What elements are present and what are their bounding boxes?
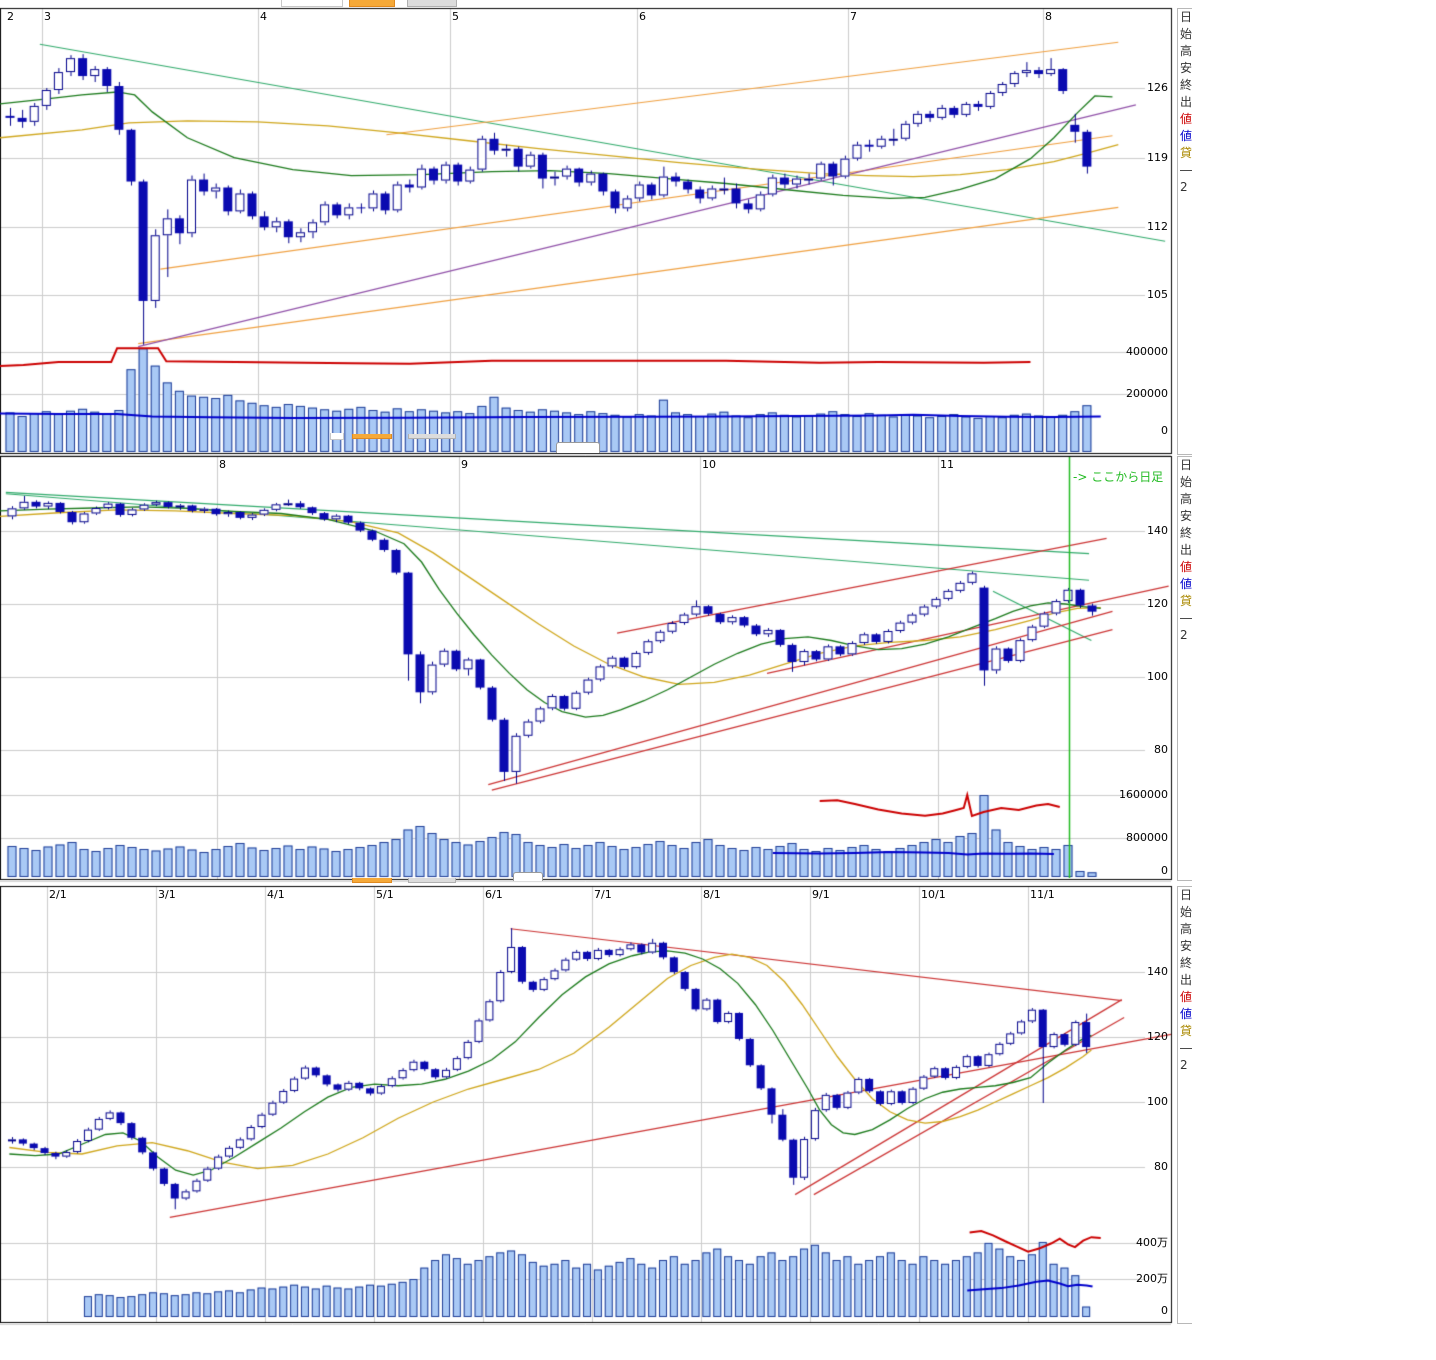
legend-fragment: 日 <box>1180 888 1192 902</box>
price-axis-label: 120 <box>1147 1030 1168 1043</box>
x-axis-label: 3 <box>44 10 51 23</box>
x-axis-label: 8/1 <box>703 888 721 901</box>
x-axis-label: 6/1 <box>485 888 503 901</box>
legend-fragment: 値 <box>1180 1007 1192 1021</box>
price-axis-label: 126 <box>1147 81 1168 94</box>
price-axis-label: 100 <box>1147 1095 1168 1108</box>
legend-fragment: 2 <box>1180 1058 1188 1072</box>
x-axis-label: 8 <box>219 458 226 471</box>
x-axis-label: 8 <box>1045 10 1052 23</box>
price-axis-label: 100 <box>1147 670 1168 683</box>
volume-axis-label: 200万 <box>1136 1272 1168 1285</box>
volume-axis-label: 0 <box>1161 424 1168 437</box>
price-axis-label: 120 <box>1147 597 1168 610</box>
legend-fragment: 始 <box>1180 905 1192 919</box>
x-axis-label: 5/1 <box>376 888 394 901</box>
legend-fragment: ― <box>1180 611 1192 625</box>
legend-fragment: 終 <box>1180 78 1192 92</box>
clipped-input-fragment[interactable] <box>281 0 343 7</box>
price-axis-label: 80 <box>1154 1160 1168 1173</box>
legend-sidebar-top: 日始高安終出値値貸 ― 2 <box>1177 8 1192 455</box>
volume-axis-label: 400万 <box>1136 1236 1168 1249</box>
price-axis-label: 112 <box>1147 220 1168 233</box>
legend-fragment: 貸 <box>1180 594 1192 608</box>
x-axis-label: 5 <box>452 10 459 23</box>
x-axis-label: 11 <box>940 458 954 471</box>
clipped-tab-fragment[interactable] <box>556 442 600 453</box>
legend-fragment: 貸 <box>1180 146 1192 160</box>
legend-fragment: 終 <box>1180 526 1192 540</box>
legend-fragment: 2 <box>1180 180 1188 194</box>
legend-fragment: 出 <box>1180 95 1192 109</box>
legend-fragment: 2 <box>1180 628 1188 642</box>
price-axis-label: 119 <box>1147 151 1168 164</box>
x-axis-label: 7 <box>850 10 857 23</box>
legend-fragment: 出 <box>1180 543 1192 557</box>
x-axis-label: 3/1 <box>158 888 176 901</box>
x-axis-label: 6 <box>639 10 646 23</box>
price-axis-label: 140 <box>1147 524 1168 537</box>
legend-fragment: ― <box>1180 1041 1192 1055</box>
clipped-orange-button[interactable] <box>349 0 395 7</box>
volume-axis-label: 200000 <box>1126 387 1168 400</box>
legend-fragment: 始 <box>1180 475 1192 489</box>
clipped-orange-button-2[interactable] <box>352 434 392 439</box>
x-axis-label: 2 <box>7 10 14 23</box>
legend-fragment: 安 <box>1180 61 1192 75</box>
volume-axis-label: 400000 <box>1126 345 1168 358</box>
legend-sidebar-bottom: 日始高安終出値値貸 ― 2 <box>1177 886 1192 1324</box>
legend-fragment: ― <box>1180 163 1192 177</box>
clipped-gray-button-3[interactable] <box>408 878 456 883</box>
legend-fragment: 安 <box>1180 939 1192 953</box>
volume-axis-label: 0 <box>1161 864 1168 877</box>
volume-axis-label: 0 <box>1161 1304 1168 1317</box>
legend-fragment: 値 <box>1180 112 1192 126</box>
legend-fragment: 安 <box>1180 509 1192 523</box>
legend-fragment: 日 <box>1180 10 1192 24</box>
clipped-orange-button-3[interactable] <box>352 878 392 883</box>
legend-fragment: 高 <box>1180 44 1192 58</box>
clipped-gray-button-2[interactable] <box>408 434 456 439</box>
x-axis-label: 2/1 <box>49 888 67 901</box>
x-axis-label: 7/1 <box>594 888 612 901</box>
clipped-gray-button[interactable] <box>407 0 457 7</box>
x-axis-label: 10/1 <box>921 888 946 901</box>
x-axis-label: 11/1 <box>1030 888 1055 901</box>
legend-fragment: 日 <box>1180 458 1192 472</box>
x-axis-label: 9/1 <box>812 888 830 901</box>
legend-fragment: 高 <box>1180 922 1192 936</box>
price-axis-label: 105 <box>1147 288 1168 301</box>
x-axis-label: 4 <box>260 10 267 23</box>
legend-fragment: 値 <box>1180 990 1192 1004</box>
legend-sidebar-middle: 日始高安終出値値貸 ― 2 <box>1177 456 1192 881</box>
x-axis-label: 10 <box>702 458 716 471</box>
x-axis-label: 4/1 <box>267 888 285 901</box>
legend-fragment: 貸 <box>1180 1024 1192 1038</box>
clipped-tab-fragment-2[interactable] <box>513 872 543 881</box>
legend-fragment: 高 <box>1180 492 1192 506</box>
legend-fragment: 値 <box>1180 129 1192 143</box>
clipped-checkbox-fragment[interactable] <box>330 433 344 440</box>
x-axis-label: 9 <box>461 458 468 471</box>
price-axis-label: 80 <box>1154 743 1168 756</box>
legend-fragment: 出 <box>1180 973 1192 987</box>
price-axis-label: 140 <box>1147 965 1168 978</box>
legend-fragment: 値 <box>1180 577 1192 591</box>
legend-fragment: 値 <box>1180 560 1192 574</box>
volume-axis-label: 1600000 <box>1119 788 1168 801</box>
legend-fragment: 始 <box>1180 27 1192 41</box>
legend-fragment: 終 <box>1180 956 1192 970</box>
daily-start-annotation: -> ここから日足 <box>1073 470 1164 484</box>
volume-axis-label: 800000 <box>1126 831 1168 844</box>
